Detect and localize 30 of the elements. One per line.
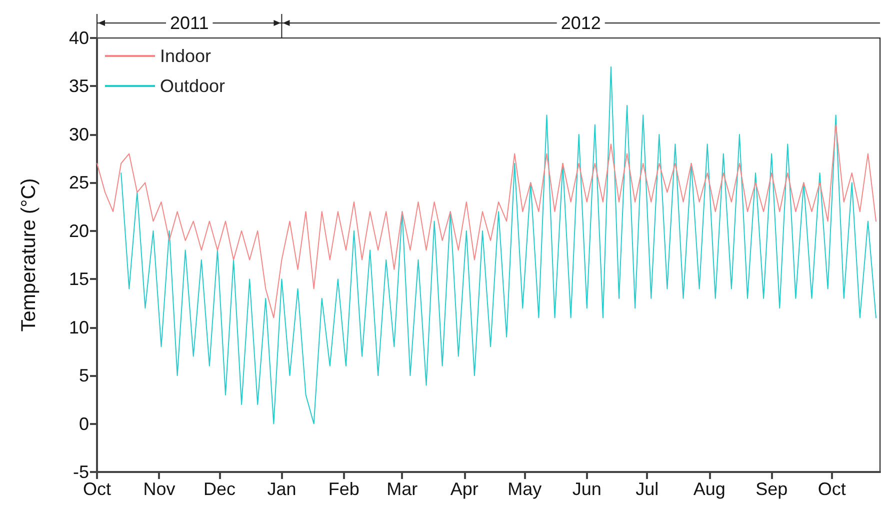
y-tick-label: 40 xyxy=(68,28,89,48)
x-tick-label: Oct xyxy=(82,479,112,499)
y-tick-label: 5 xyxy=(78,366,89,386)
text: 2012 xyxy=(560,13,601,33)
y-tick-label: 25 xyxy=(68,172,89,193)
legend-label: Indoor xyxy=(160,46,212,66)
legend-label: Outdoor xyxy=(160,76,226,96)
x-tick-label: Feb xyxy=(328,479,360,499)
text: 2011 xyxy=(170,13,209,33)
x-tick-label: May xyxy=(508,479,542,499)
y-tick-label: 20 xyxy=(68,220,89,241)
y-tick-label: 15 xyxy=(68,269,89,290)
x-tick-label: Apr xyxy=(450,479,478,499)
x-tick-label: Jul xyxy=(636,479,659,499)
line-series xyxy=(120,66,876,424)
x-tick-label: Sep xyxy=(756,479,788,499)
y-tick-label: -5 xyxy=(72,462,89,482)
x-tick-label: Oct xyxy=(818,479,846,499)
x-tick-label: Nov xyxy=(143,479,176,499)
y-tick-label: 35 xyxy=(68,76,89,96)
line-series xyxy=(96,124,876,318)
y-tick-label: 10 xyxy=(68,317,89,338)
y-axis-title: Temperature (°C) xyxy=(18,178,40,332)
x-tick-label: Mar xyxy=(386,479,418,499)
x-tick-label: Jan xyxy=(267,479,296,499)
x-tick-label: Jun xyxy=(572,479,602,499)
x-tick-label: Dec xyxy=(203,479,236,499)
y-tick-label: 30 xyxy=(68,124,89,144)
x-tick-label: Aug xyxy=(693,479,726,499)
y-tick-label: 0 xyxy=(78,414,89,434)
